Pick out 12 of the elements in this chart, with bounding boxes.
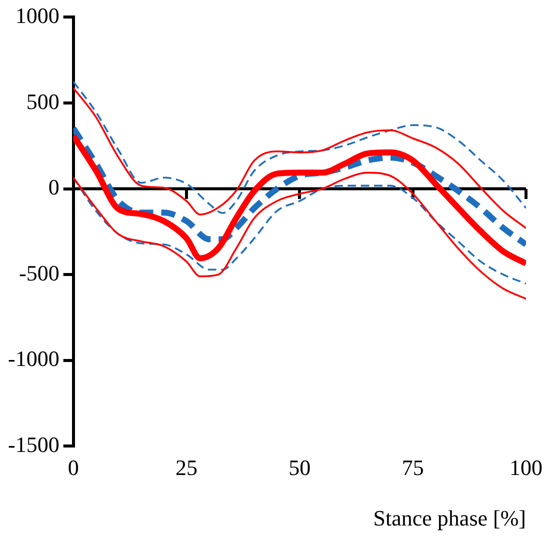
x-tick-label: 100 <box>510 455 542 480</box>
y-tick-label: 500 <box>26 88 60 114</box>
x-tick-label: 50 <box>288 455 311 480</box>
x-tick-label: 0 <box>68 455 79 480</box>
y-tick-label: 1000 <box>15 2 60 28</box>
x-tick-label: 25 <box>175 455 198 480</box>
y-tick-label: -1500 <box>8 432 60 457</box>
y-tick-label: 0 <box>48 174 60 200</box>
x-axis-title: Stance phase [%] <box>373 506 526 531</box>
y-tick-label: -500 <box>19 260 60 286</box>
y-tick-label: -1000 <box>8 346 60 372</box>
x-tick-label: 75 <box>402 455 424 480</box>
